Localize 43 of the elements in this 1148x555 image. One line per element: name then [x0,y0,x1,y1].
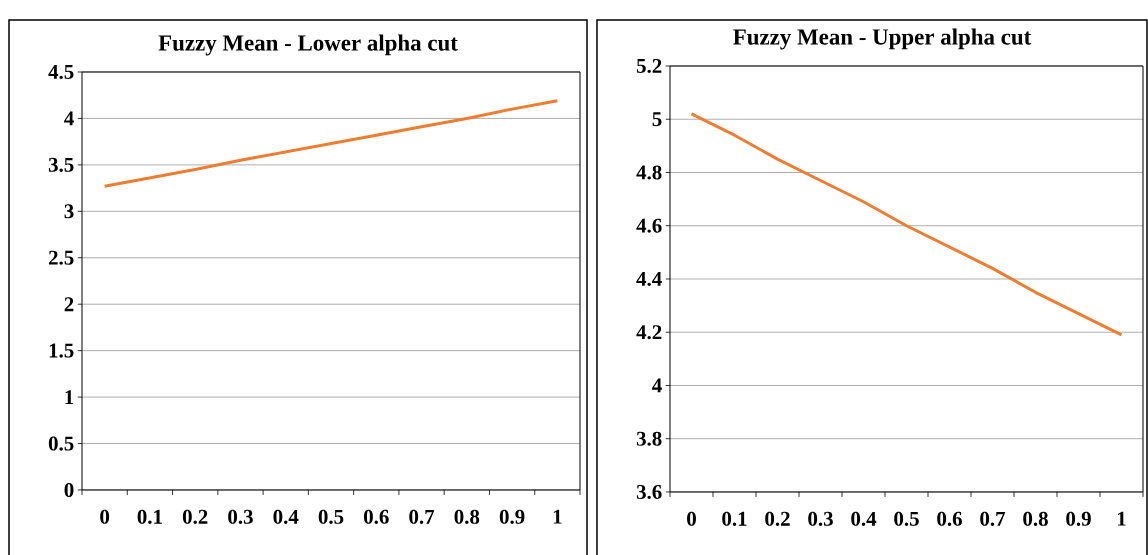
y-tick-label: 3 [64,204,74,219]
y-tick-label: 5.2 [636,58,662,74]
x-tick-label: 0.8 [1023,511,1048,526]
x-tick-label: 1 [553,509,562,524]
y-tick-label: 1 [65,390,74,404]
x-tick-label: 0.6 [937,511,962,526]
y-tick-label: 4 [64,111,74,126]
x-tick-label: 0.1 [722,511,747,526]
x-tick-label: 0.7 [980,511,1006,526]
y-tick-label: 4.6 [636,218,662,233]
y-tick-label: 5 [652,112,662,127]
y-tick-label: 3.5 [48,157,74,172]
x-tick-label: 0.7 [409,509,435,524]
x-tick-label: 0 [100,509,110,524]
y-tick-label: 4 [652,378,662,393]
x-tick-label: 0.1 [137,509,162,524]
y-tick-label: 4.2 [636,325,662,340]
x-tick-label: 0.6 [364,509,389,524]
chart-title: Fuzzy Mean - Upper alpha cut [733,28,1032,50]
x-tick-label: 0.4 [851,511,877,526]
y-tick-label: 4.5 [48,64,74,80]
y-tick-label: 4.4 [636,271,662,287]
x-tick-label: 0.8 [454,509,480,524]
y-tick-label: 2.5 [48,250,74,265]
y-tick-label: 1.5 [49,343,74,358]
y-tick-label: 3.8 [636,431,662,446]
chart-title: Fuzzy Mean - Lower alpha cut [158,34,458,56]
x-tick-label: 0 [687,511,696,526]
y-tick-label: 3.6 [636,484,662,500]
y-tick-label: 2 [64,297,74,312]
x-tick-label: 0.2 [182,509,208,524]
y-tick-label: 0 [64,482,74,498]
x-tick-label: 0.9 [1066,511,1091,526]
x-tick-label: 1 [1117,511,1126,526]
x-tick-label: 0.5 [894,511,919,526]
y-tick-label: 0.5 [48,436,74,451]
x-tick-label: 0.4 [273,509,299,524]
x-tick-label: 0.9 [499,509,525,524]
y-tick-label: 4.8 [636,165,662,180]
x-tick-label: 0.3 [228,509,253,524]
x-tick-label: 0.2 [765,511,790,526]
x-tick-label: 0.5 [318,509,344,524]
x-tick-label: 0.3 [808,511,833,526]
